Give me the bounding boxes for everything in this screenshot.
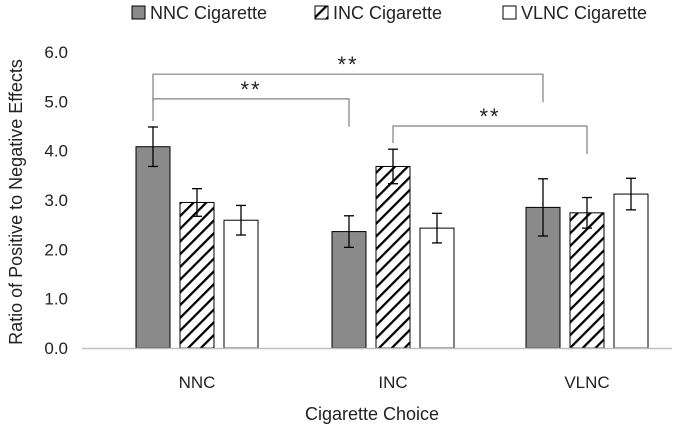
x-tick-label: INC bbox=[378, 373, 407, 392]
legend-item: NNC Cigarette bbox=[131, 3, 267, 23]
y-tick-label: 4.0 bbox=[44, 142, 68, 161]
significance-label: ** bbox=[337, 52, 358, 77]
bar bbox=[419, 227, 455, 349]
y-tick-label: 0.0 bbox=[44, 339, 68, 358]
error-bar bbox=[236, 204, 246, 236]
bar bbox=[179, 201, 215, 349]
y-tick-label: 5.0 bbox=[44, 92, 68, 111]
significance-bracket: ** bbox=[152, 77, 350, 127]
error-bar bbox=[388, 148, 398, 185]
x-tick-label: VLNC bbox=[564, 373, 609, 392]
legend-label: VLNC Cigarette bbox=[521, 3, 647, 23]
error-bar bbox=[538, 178, 548, 237]
error-bar bbox=[192, 188, 202, 217]
legend-swatch bbox=[502, 5, 517, 20]
legend: NNC Cigarette INC Cigarette VLNC Cigarette bbox=[131, 3, 647, 23]
error-bar bbox=[432, 212, 442, 244]
significance-bracket: ** bbox=[152, 52, 544, 103]
x-axis-title: Cigarette Choice bbox=[305, 404, 439, 424]
error-bar bbox=[626, 177, 636, 211]
significance-bracket: ** bbox=[392, 104, 588, 154]
y-axis-title: Ratio of Positive to Negative Effects bbox=[6, 59, 26, 345]
y-tick-label: 6.0 bbox=[44, 43, 68, 62]
bar bbox=[135, 146, 171, 349]
y-tick-label: 3.0 bbox=[44, 191, 68, 210]
bar bbox=[331, 231, 367, 349]
x-axis: NNC INC VLNC bbox=[82, 347, 672, 392]
error-bar bbox=[344, 215, 354, 249]
bar bbox=[569, 212, 605, 349]
legend-label: NNC Cigarette bbox=[150, 3, 267, 23]
y-axis: 0.0 1.0 2.0 3.0 4.0 5.0 6.0 bbox=[44, 43, 68, 358]
legend-swatch bbox=[131, 5, 146, 20]
significance-label: ** bbox=[240, 77, 261, 102]
x-tick-label: NNC bbox=[179, 373, 216, 392]
significance-brackets: ** ** ** bbox=[152, 52, 588, 154]
bar bbox=[223, 219, 259, 349]
bars bbox=[135, 126, 649, 349]
y-tick-label: 2.0 bbox=[44, 240, 68, 259]
legend-item: INC Cigarette bbox=[314, 3, 442, 23]
error-bar bbox=[148, 126, 158, 168]
bar bbox=[375, 165, 411, 349]
legend-label: INC Cigarette bbox=[333, 3, 442, 23]
legend-swatch bbox=[314, 5, 329, 20]
bar bbox=[613, 193, 649, 349]
error-bar bbox=[582, 196, 592, 229]
y-tick-label: 1.0 bbox=[44, 290, 68, 309]
legend-item: VLNC Cigarette bbox=[502, 3, 647, 23]
significance-label: ** bbox=[479, 104, 500, 129]
